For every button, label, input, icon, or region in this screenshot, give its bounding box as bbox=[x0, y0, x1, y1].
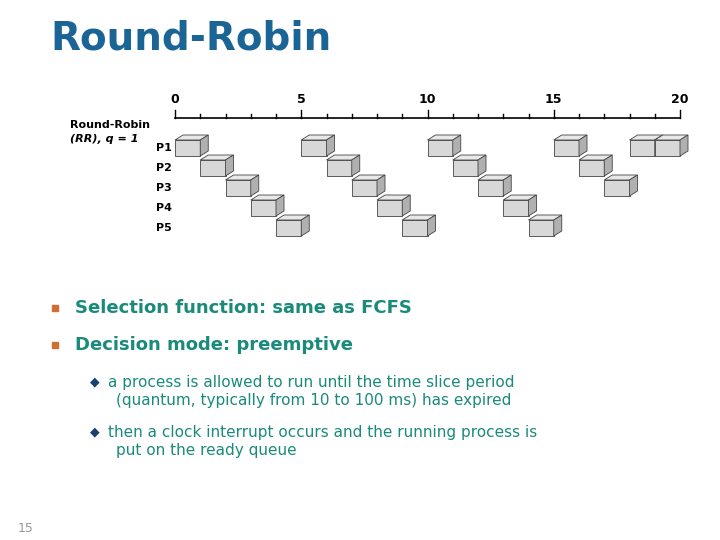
Text: 20: 20 bbox=[671, 93, 689, 106]
Polygon shape bbox=[301, 215, 310, 236]
Polygon shape bbox=[680, 135, 688, 156]
Text: 5: 5 bbox=[297, 93, 305, 106]
Text: ◆: ◆ bbox=[90, 426, 99, 438]
Polygon shape bbox=[326, 160, 352, 176]
Polygon shape bbox=[326, 135, 335, 156]
Text: P4: P4 bbox=[156, 203, 172, 213]
Polygon shape bbox=[453, 160, 478, 176]
Polygon shape bbox=[377, 200, 402, 216]
Polygon shape bbox=[579, 160, 604, 176]
Text: then a clock interrupt occurs and the running process is: then a clock interrupt occurs and the ru… bbox=[108, 424, 537, 440]
Polygon shape bbox=[276, 195, 284, 216]
Polygon shape bbox=[428, 140, 453, 156]
Polygon shape bbox=[604, 155, 612, 176]
Polygon shape bbox=[251, 195, 284, 200]
Polygon shape bbox=[225, 175, 258, 180]
Polygon shape bbox=[326, 155, 360, 160]
Polygon shape bbox=[478, 180, 503, 196]
Text: 15: 15 bbox=[18, 522, 34, 535]
Polygon shape bbox=[554, 135, 587, 140]
Polygon shape bbox=[528, 220, 554, 236]
Text: 15: 15 bbox=[545, 93, 562, 106]
Text: a process is allowed to run until the time slice period: a process is allowed to run until the ti… bbox=[108, 375, 515, 389]
Text: (quantum, typically from 10 to 100 ms) has expired: (quantum, typically from 10 to 100 ms) h… bbox=[116, 393, 511, 408]
Polygon shape bbox=[175, 135, 208, 140]
Polygon shape bbox=[200, 155, 233, 160]
Polygon shape bbox=[579, 155, 612, 160]
Polygon shape bbox=[528, 215, 562, 220]
Text: Round-Robin: Round-Robin bbox=[50, 19, 331, 57]
Polygon shape bbox=[629, 175, 637, 196]
Polygon shape bbox=[200, 135, 208, 156]
Text: P5: P5 bbox=[156, 223, 172, 233]
Polygon shape bbox=[478, 175, 511, 180]
Polygon shape bbox=[301, 135, 335, 140]
Text: Round-Robin: Round-Robin bbox=[70, 120, 150, 130]
Polygon shape bbox=[629, 140, 654, 156]
Polygon shape bbox=[554, 140, 579, 156]
Polygon shape bbox=[251, 175, 258, 196]
Polygon shape bbox=[377, 195, 410, 200]
Polygon shape bbox=[503, 175, 511, 196]
Polygon shape bbox=[503, 195, 536, 200]
Polygon shape bbox=[554, 215, 562, 236]
Text: 0: 0 bbox=[171, 93, 179, 106]
Polygon shape bbox=[604, 180, 629, 196]
Polygon shape bbox=[654, 140, 680, 156]
Polygon shape bbox=[402, 220, 428, 236]
Text: P3: P3 bbox=[156, 183, 172, 193]
Polygon shape bbox=[225, 180, 251, 196]
Polygon shape bbox=[453, 135, 461, 156]
Polygon shape bbox=[225, 155, 233, 176]
Text: Selection function: same as FCFS: Selection function: same as FCFS bbox=[75, 299, 412, 317]
Polygon shape bbox=[175, 140, 200, 156]
Polygon shape bbox=[428, 215, 436, 236]
Text: put on the ready queue: put on the ready queue bbox=[116, 442, 297, 457]
Polygon shape bbox=[428, 135, 461, 140]
Text: P2: P2 bbox=[156, 163, 172, 173]
Polygon shape bbox=[377, 175, 385, 196]
Polygon shape bbox=[276, 215, 310, 220]
Polygon shape bbox=[200, 160, 225, 176]
Polygon shape bbox=[453, 155, 486, 160]
Polygon shape bbox=[301, 140, 326, 156]
Polygon shape bbox=[402, 215, 436, 220]
Polygon shape bbox=[276, 220, 301, 236]
Polygon shape bbox=[478, 155, 486, 176]
Polygon shape bbox=[352, 175, 385, 180]
Text: Decision mode: preemptive: Decision mode: preemptive bbox=[75, 336, 353, 354]
Bar bbox=[52, 305, 58, 311]
Polygon shape bbox=[629, 135, 662, 140]
Text: 10: 10 bbox=[419, 93, 436, 106]
Polygon shape bbox=[654, 135, 662, 156]
Text: P1: P1 bbox=[156, 143, 172, 153]
Text: ◆: ◆ bbox=[90, 375, 99, 388]
Polygon shape bbox=[352, 155, 360, 176]
Polygon shape bbox=[251, 200, 276, 216]
Polygon shape bbox=[654, 135, 688, 140]
Polygon shape bbox=[528, 195, 536, 216]
Polygon shape bbox=[604, 175, 637, 180]
Polygon shape bbox=[503, 200, 528, 216]
Polygon shape bbox=[579, 135, 587, 156]
Bar bbox=[52, 342, 58, 348]
Polygon shape bbox=[352, 180, 377, 196]
Text: (RR), q = 1: (RR), q = 1 bbox=[70, 134, 138, 144]
Polygon shape bbox=[402, 195, 410, 216]
